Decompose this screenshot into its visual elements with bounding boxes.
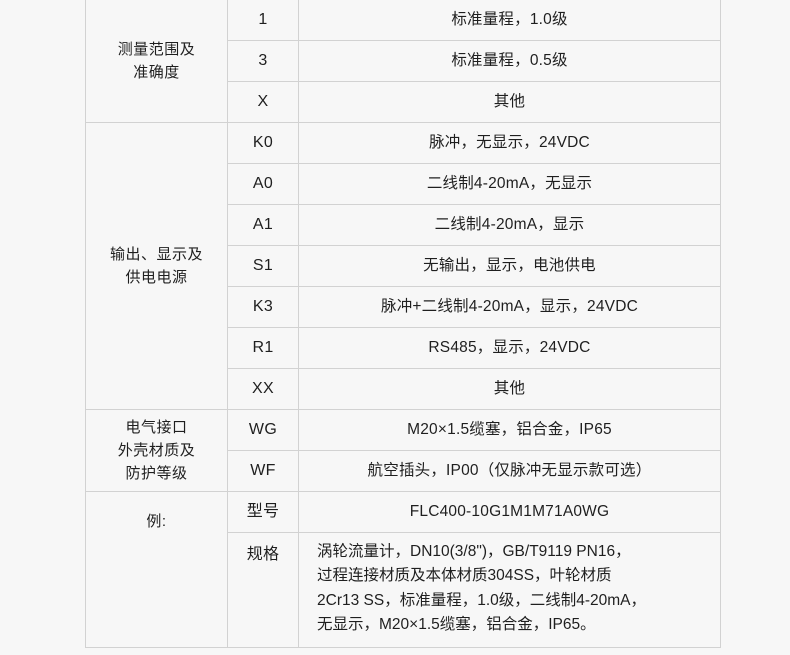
code-cell: 3 [227, 40, 299, 82]
table-row: 3 标准量程，0.5级 [86, 40, 721, 82]
code-cell: A0 [227, 163, 299, 205]
group-label-line: 准确度 [133, 64, 180, 81]
table-row: 测量范围及 准确度 1 标准量程，1.0级 [85, 0, 721, 123]
group-label-line: 输出、显示及 [109, 245, 203, 263]
code-cell: R1 [227, 327, 299, 369]
group-label-line: 供电电源 [125, 269, 188, 286]
code-cell: S1 [227, 245, 299, 287]
table-row: A1 二线制4-20mA，显示 [86, 204, 721, 246]
spec-line: 无显示，M20×1.5缆塞，铝合金，IP65。 [317, 616, 596, 634]
table-row: 输出、显示及 供电电源 K0 脉冲，无显示，24VDC [85, 122, 721, 410]
code-cell-model: 型号 [227, 491, 299, 533]
description-cell: 其他 [298, 368, 721, 410]
spec-line: 涡轮流量计，DN10(3/8")，GB/T9119 PN16， [317, 543, 631, 560]
table-row: 电气接口 外壳材质及 防护等级 WG M20×1.5缆塞，铝合金，IP65 [85, 409, 721, 492]
code-cell: WG [227, 409, 299, 451]
table-row: WF 航空插头，IP00（仅脉冲无显示款可选） [86, 450, 721, 492]
description-cell: 标准量程，1.0级 [298, 0, 721, 41]
table-row: R1 RS485，显示，24VDC [86, 327, 721, 369]
table-row: XX 其他 [86, 368, 721, 410]
description-cell: M20×1.5缆塞，铝合金，IP65 [298, 409, 721, 451]
description-cell: 脉冲+二线制4-20mA，显示，24VDC [298, 286, 721, 328]
spec-line: 2Cr13 SS，标准量程，1.0级，二线制4-20mA， [317, 591, 647, 609]
description-cell-model-number: FLC400-10G1M1M71A0WG [298, 491, 721, 533]
group-label-example: 例: [85, 491, 228, 648]
group-label-line: 测量范围及 [117, 40, 196, 58]
code-cell: WF [227, 450, 299, 492]
table-row: K3 脉冲+二线制4-20mA，显示，24VDC [86, 286, 721, 328]
table-row: X 其他 [86, 81, 721, 123]
group-label-output-display-power: 输出、显示及 供电电源 [85, 122, 228, 410]
code-cell-spec: 规格 [227, 532, 299, 648]
description-cell: 其他 [298, 81, 721, 123]
table-row: 例: 型号 FLC400-10G1M1M71A0WG [85, 491, 721, 648]
group-label-line: 例: [146, 513, 167, 530]
code-cell: K0 [227, 122, 299, 164]
group-label-measuring-range: 测量范围及 准确度 [85, 0, 228, 123]
group-label-line: 外壳材质及 [117, 441, 196, 459]
code-cell: K3 [227, 286, 299, 328]
description-cell: 航空插头，IP00（仅脉冲无显示款可选） [298, 450, 721, 492]
table-body: 测量范围及 准确度 1 标准量程，1.0级 3 标准量程，0.5级 X 其他 输… [85, 0, 721, 648]
description-cell: 脉冲，无显示，24VDC [298, 122, 721, 164]
description-cell: RS485，显示，24VDC [298, 327, 721, 369]
spec-line: 过程连接材质及本体材质304SS，叶轮材质 [317, 567, 612, 585]
description-cell: 二线制4-20mA，显示 [298, 204, 721, 246]
group-label-line: 电气接口 [125, 418, 188, 436]
table-row: S1 无输出，显示，电池供电 [86, 245, 721, 287]
description-cell: 二线制4-20mA，无显示 [298, 163, 721, 205]
code-cell: XX [227, 368, 299, 410]
group-label-electrical-interface: 电气接口 外壳材质及 防护等级 [85, 409, 228, 492]
description-cell: 无输出，显示，电池供电 [298, 245, 721, 287]
specification-table: 测量范围及 准确度 1 标准量程，1.0级 3 标准量程，0.5级 X 其他 输… [85, 0, 721, 648]
table-row: A0 二线制4-20mA，无显示 [86, 163, 721, 205]
code-cell: 1 [227, 0, 299, 41]
code-cell: A1 [227, 204, 299, 246]
table-row: 规格 涡轮流量计，DN10(3/8")，GB/T9119 PN16， 过程连接材… [86, 532, 721, 648]
description-cell-specification: 涡轮流量计，DN10(3/8")，GB/T9119 PN16， 过程连接材质及本… [298, 532, 721, 648]
group-label-line: 防护等级 [125, 465, 188, 483]
description-cell: 标准量程，0.5级 [298, 40, 721, 82]
code-cell: X [227, 81, 299, 123]
